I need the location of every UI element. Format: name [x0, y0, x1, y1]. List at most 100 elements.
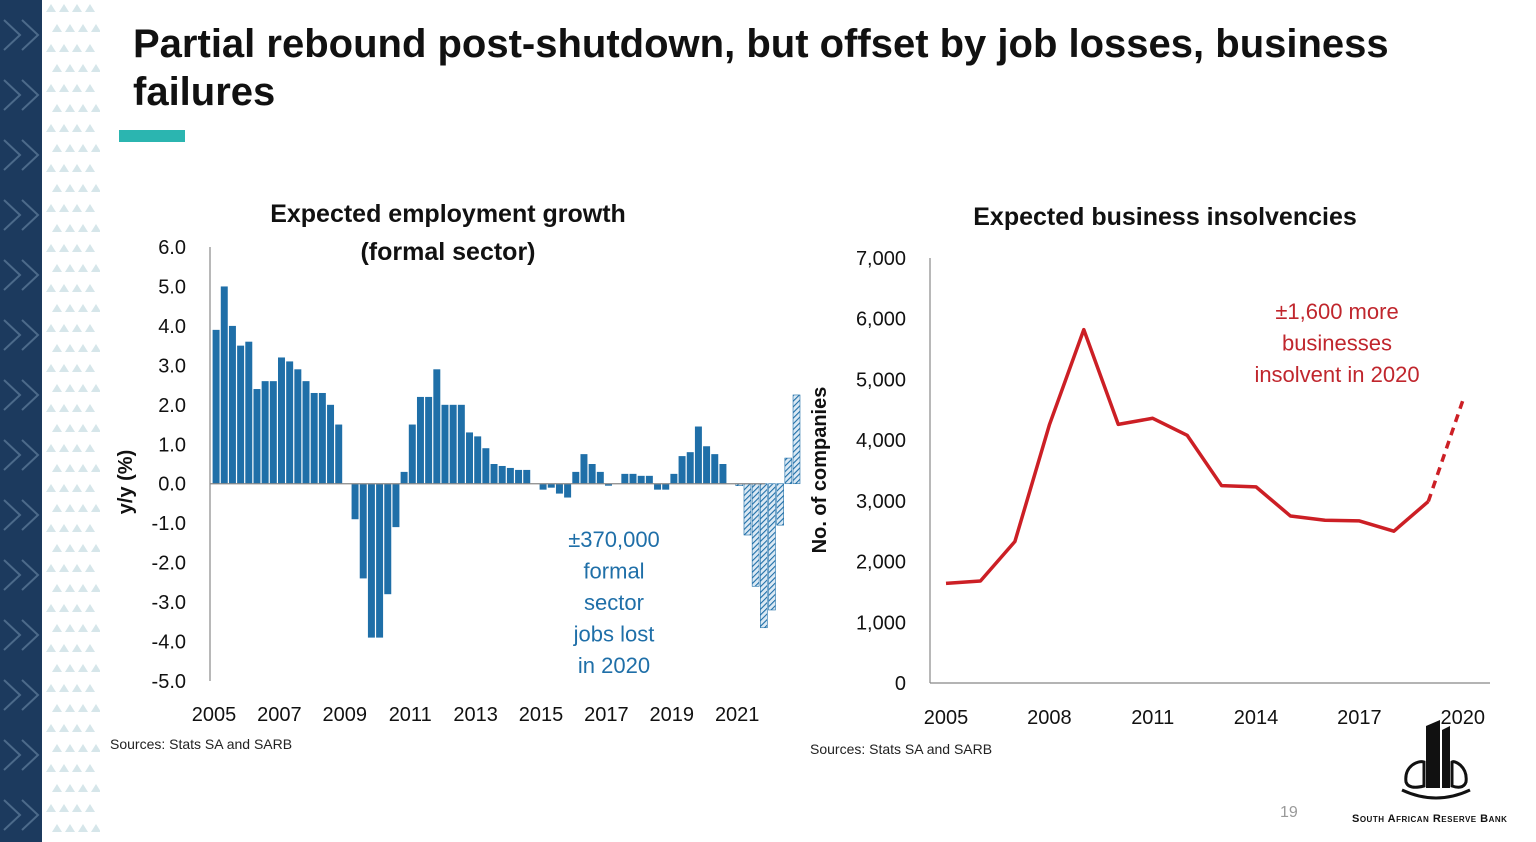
- insolvency-y-axis-title: No. of companies: [809, 387, 831, 554]
- employment-bar: [694, 426, 702, 484]
- employment-x-tick: 2011: [389, 704, 432, 726]
- employment-y-axis-title: y/y (%): [115, 450, 137, 514]
- insolvency-y-tick: 3,000: [856, 491, 906, 513]
- employment-bar: [539, 483, 547, 490]
- employment-x-tick: 2019: [650, 704, 695, 726]
- employment-title-line2: (formal sector): [360, 238, 536, 266]
- page-title: Partial rebound post-shutdown, but offse…: [133, 22, 1389, 114]
- side-triangles: [3, 4, 100, 832]
- employment-bar: [212, 329, 220, 484]
- employment-bar: [220, 286, 228, 484]
- employment-annotation-line: jobs lost: [573, 622, 655, 647]
- employment-bar: [457, 404, 465, 484]
- employment-bar: [302, 381, 310, 484]
- employment-bar: [228, 325, 236, 484]
- employment-bar: [416, 396, 424, 484]
- employment-x-tick: 2021: [715, 704, 760, 726]
- employment-x-tick: 2013: [453, 704, 498, 726]
- employment-y-tick: -1.0: [152, 513, 186, 535]
- employment-bar: [384, 483, 392, 595]
- employment-bar: [596, 471, 604, 484]
- employment-bar: [400, 471, 408, 484]
- employment-bar: [686, 452, 694, 484]
- slide-number: 19: [1280, 804, 1298, 821]
- side-pattern: [0, 0, 100, 842]
- employment-y-tick: -2.0: [152, 553, 186, 575]
- side-band: [0, 0, 42, 842]
- insolvency-x-tick: 2020: [1441, 707, 1486, 729]
- employment-bar: [703, 446, 711, 484]
- employment-bar: [776, 483, 784, 526]
- insolvency-y-tick: 5,000: [856, 369, 906, 391]
- insolvency-y-tick: 6,000: [856, 309, 906, 331]
- employment-bar: [719, 464, 727, 484]
- employment-bar: [490, 464, 498, 484]
- employment-bar: [564, 483, 572, 498]
- employment-x-tick: 2009: [323, 704, 368, 726]
- insolvency-annotation-line: businesses: [1282, 331, 1392, 356]
- employment-bar: [318, 392, 326, 484]
- employment-bar: [433, 369, 441, 484]
- employment-bar: [269, 381, 277, 484]
- employment-bar: [572, 471, 580, 484]
- employment-x-tick: 2005: [192, 704, 237, 726]
- employment-bar: [408, 424, 416, 484]
- employment-bar: [654, 483, 662, 490]
- insolvency-annotation-line: ±1,600 more: [1275, 299, 1398, 324]
- employment-bar: [245, 341, 253, 484]
- employment-title-line1: Expected employment growth: [270, 200, 626, 228]
- employment-x-tick: 2015: [519, 704, 564, 726]
- employment-bar: [474, 436, 482, 484]
- employment-bar: [310, 392, 318, 484]
- employment-bar: [629, 473, 637, 484]
- employment-y-tick: -5.0: [152, 671, 186, 693]
- insolvency-annotation: ±1,600 more businesses insolvent in 2020: [1254, 299, 1419, 387]
- employment-annotation-line: sector: [584, 590, 644, 615]
- employment-bar: [678, 456, 686, 484]
- insolvency-annotation-line: insolvent in 2020: [1254, 362, 1419, 387]
- employment-bar: [327, 404, 335, 484]
- employment-y-tick: 4.0: [158, 316, 186, 338]
- insolvency-line-actual: [945, 327, 1430, 586]
- employment-y-tick: 6.0: [158, 237, 186, 259]
- employment-annotation-line: ±370,000: [568, 527, 660, 552]
- employment-y-tick: -3.0: [152, 592, 186, 614]
- employment-bar: [376, 483, 384, 638]
- employment-bar: [294, 369, 302, 484]
- employment-bar: [621, 473, 629, 484]
- insolvency-line-projection: [1426, 400, 1465, 503]
- employment-bar: [466, 432, 473, 484]
- employment-bar: [441, 404, 449, 484]
- employment-y-tick: 2.0: [158, 395, 186, 417]
- employment-y-tick: 3.0: [158, 355, 186, 377]
- employment-bar: [645, 475, 653, 484]
- insolvency-y-tick: 0: [895, 673, 906, 695]
- employment-bar: [605, 483, 612, 486]
- insolvency-y-tick: 7,000: [856, 248, 906, 270]
- insolvency-x-tick: 2017: [1337, 707, 1382, 729]
- employment-source: Sources: Stats SA and SARB: [110, 736, 293, 752]
- employment-bar: [662, 483, 670, 490]
- insolvency-x-tick: 2011: [1131, 707, 1174, 729]
- employment-annotation-line: formal: [583, 559, 644, 584]
- employment-chart-title: Expected employment growth (formal secto…: [218, 195, 678, 271]
- employment-bar: [547, 483, 555, 488]
- insolvency-chart-title: Expected business insolvencies: [973, 203, 1357, 231]
- employment-bar: [637, 475, 645, 484]
- employment-bar: [286, 361, 294, 484]
- employment-bar: [523, 469, 531, 484]
- employment-bar: [792, 394, 801, 485]
- employment-bar: [261, 381, 269, 484]
- employment-x-tick: 2007: [257, 704, 302, 726]
- insolvency-source: Sources: Stats SA and SARB: [810, 741, 993, 757]
- employment-bar: [711, 454, 719, 484]
- insolvency-x-tick: 2014: [1234, 707, 1279, 729]
- employment-bar: [580, 454, 588, 484]
- title-accent-bar: [119, 130, 185, 142]
- employment-bar: [588, 464, 596, 484]
- bank-name: South African Reserve Bank: [1352, 813, 1508, 825]
- insolvency-x-tick: 2005: [924, 707, 969, 729]
- employment-y-tick: 1.0: [158, 434, 186, 456]
- employment-bar: [482, 448, 490, 484]
